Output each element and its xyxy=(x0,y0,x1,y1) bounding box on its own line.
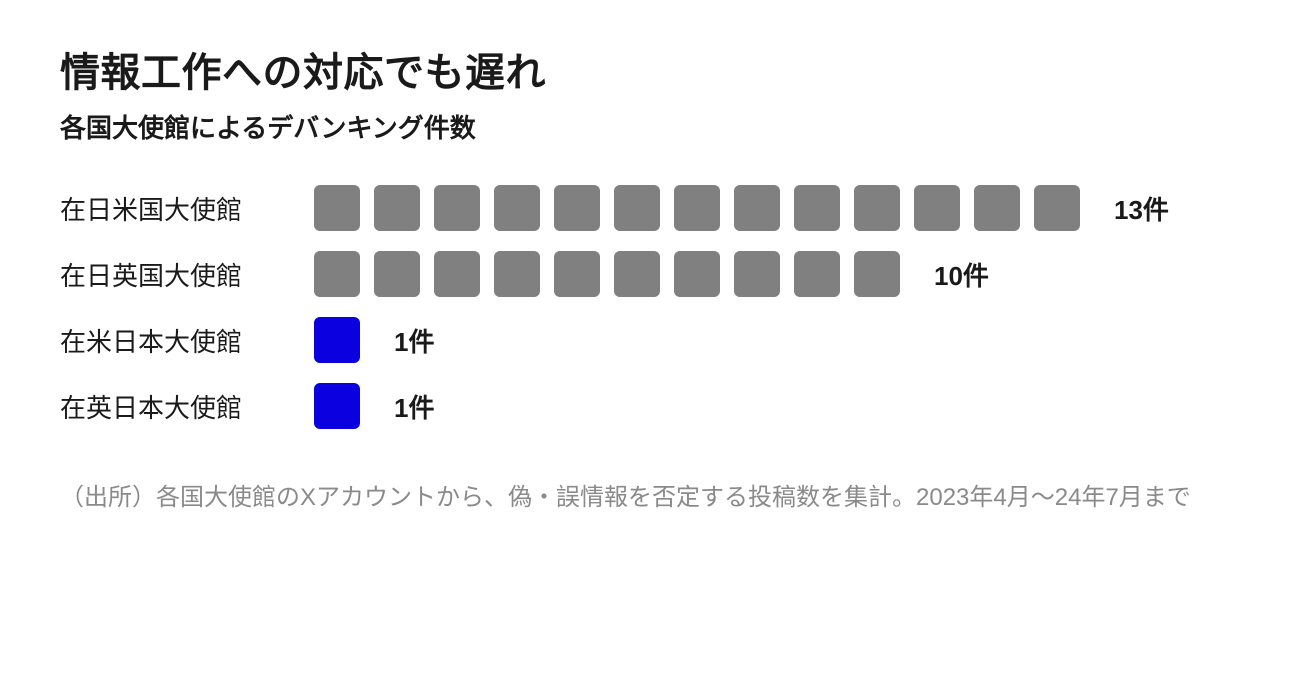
unit-square xyxy=(794,185,840,231)
row-count: 1件 xyxy=(394,322,434,359)
row-squares xyxy=(314,383,360,429)
unit-square xyxy=(314,251,360,297)
unit-square xyxy=(314,383,360,429)
chart-row: 在米日本大使館 1件 xyxy=(60,317,1232,363)
row-squares xyxy=(314,251,900,297)
chart-row: 在日米国大使館 13件 xyxy=(60,185,1232,231)
chart-row: 在英日本大使館 1件 xyxy=(60,383,1232,429)
unit-square xyxy=(734,251,780,297)
unit-square xyxy=(914,185,960,231)
row-label: 在日英国大使館 xyxy=(60,256,290,293)
chart-container: 情報工作への対応でも遅れ 各国大使館によるデバンキング件数 在日米国大使館 13件… xyxy=(0,0,1292,557)
unit-square xyxy=(494,251,540,297)
unit-square xyxy=(314,317,360,363)
row-count: 10件 xyxy=(934,256,989,293)
unit-square xyxy=(554,185,600,231)
unit-square xyxy=(854,185,900,231)
unit-square xyxy=(374,251,420,297)
unit-square xyxy=(434,251,480,297)
unit-square xyxy=(974,185,1020,231)
unit-square xyxy=(614,251,660,297)
unit-square xyxy=(1034,185,1080,231)
unit-square xyxy=(434,185,480,231)
unit-square xyxy=(314,185,360,231)
chart-row: 在日英国大使館 10件 xyxy=(60,251,1232,297)
row-count: 1件 xyxy=(394,388,434,425)
row-count: 13件 xyxy=(1114,190,1169,227)
chart-footnote: （出所）各国大使館のXアカウントから、偽・誤情報を否定する投稿数を集計。2023… xyxy=(60,479,1220,517)
row-squares xyxy=(314,185,1080,231)
chart-rows: 在日米国大使館13件在日英国大使館10件在米日本大使館1件在英日本大使館1件 xyxy=(60,185,1232,429)
chart-title: 情報工作への対応でも遅れ xyxy=(60,40,1232,98)
unit-square xyxy=(854,251,900,297)
unit-square xyxy=(374,185,420,231)
unit-square xyxy=(674,251,720,297)
unit-square xyxy=(794,251,840,297)
row-label: 在英日本大使館 xyxy=(60,388,290,425)
unit-square xyxy=(554,251,600,297)
unit-square xyxy=(614,185,660,231)
unit-square xyxy=(494,185,540,231)
row-label: 在米日本大使館 xyxy=(60,322,290,359)
unit-square xyxy=(674,185,720,231)
unit-square xyxy=(734,185,780,231)
row-squares xyxy=(314,317,360,363)
chart-subtitle: 各国大使館によるデバンキング件数 xyxy=(60,108,1232,145)
row-label: 在日米国大使館 xyxy=(60,190,290,227)
